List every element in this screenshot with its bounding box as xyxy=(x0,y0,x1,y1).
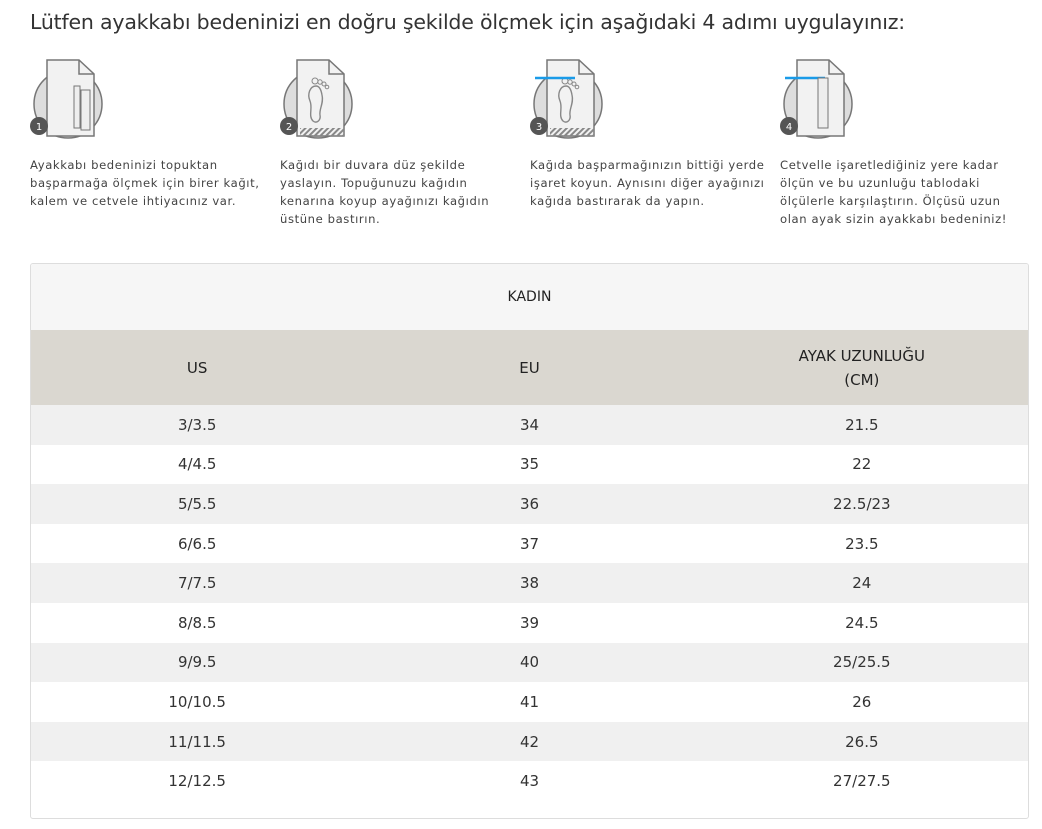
mark-toe-icon: 3 xyxy=(530,59,603,139)
cell-us: 12/12.5 xyxy=(168,772,226,791)
page-title: Lütfen ayakkabı bedeninizi en doğru şeki… xyxy=(30,10,905,34)
table-row: 8/8.5 39 24.5 xyxy=(31,603,1028,643)
svg-text:1: 1 xyxy=(36,122,42,133)
size-table: KADIN US EU AYAK UZUNLUĞU (CM) 3/3.5 34 21.… xyxy=(30,263,1029,819)
cell-eu: 34 xyxy=(519,415,540,434)
cell-us: 7/7.5 xyxy=(177,574,217,593)
cell-foot-length: 22 xyxy=(852,455,872,474)
cell-foot-length: 21.5 xyxy=(845,415,879,434)
table-row: 3/3.5 34 21.5 xyxy=(31,405,1028,445)
measure-ruler-icon: 4 xyxy=(780,59,853,139)
header-foot-length-label: AYAK UZUNLUĞU xyxy=(798,346,925,365)
step-text: Ayakkabı bedeninizi topuktan başparmağa … xyxy=(30,158,260,208)
cell-eu: 36 xyxy=(519,494,540,513)
table-row: 10/10.5 41 26 xyxy=(31,682,1028,722)
cell-us: 11/11.5 xyxy=(168,732,226,751)
cell-us: 3/3.5 xyxy=(177,415,217,434)
header-eu: EU xyxy=(519,358,540,377)
table-row: 11/11.5 42 26.5 xyxy=(31,721,1028,762)
table-row: 7/7.5 38 24 xyxy=(31,563,1028,603)
cell-eu: 40 xyxy=(519,653,540,672)
cell-foot-length: 25/25.5 xyxy=(833,653,891,672)
cell-eu: 42 xyxy=(519,732,540,751)
cell-us: 5/5.5 xyxy=(177,494,217,513)
step-2: 2 Kağıdı bir duvara düz şekilde yaslayın.… xyxy=(280,56,525,228)
step-text: Kağıda başparmağınızın bittiği yerde işa… xyxy=(530,158,765,208)
table-row: 12/12.5 43 27/27.5 xyxy=(31,761,1028,801)
cell-eu: 39 xyxy=(519,613,540,632)
svg-text:4: 4 xyxy=(786,122,792,133)
table-row: 5/5.5 36 22.5/23 xyxy=(31,484,1028,524)
cell-us: 10/10.5 xyxy=(168,692,226,711)
cell-eu: 43 xyxy=(519,772,540,791)
cell-eu: 37 xyxy=(519,534,540,553)
table-row: 4/4.5 35 22 xyxy=(31,445,1028,485)
svg-text:2: 2 xyxy=(286,122,292,133)
cell-foot-length: 23.5 xyxy=(845,534,879,553)
cell-us: 4/4.5 xyxy=(177,455,217,474)
cell-eu: 41 xyxy=(519,692,540,711)
svg-text:3: 3 xyxy=(536,122,542,133)
table-row: 6/6.5 37 23.5 xyxy=(31,524,1028,564)
step-4: 4 Cetvelle işaretlediğiniz yere kadar ölç… xyxy=(780,56,1025,228)
cell-foot-length: 26 xyxy=(852,692,872,711)
header-foot-length: AYAK UZUNLUĞU (CM) xyxy=(696,344,1028,392)
cell-us: 8/8.5 xyxy=(177,613,217,632)
cell-foot-length: 24 xyxy=(852,574,872,593)
step-3: 3 Kağıda başparmağınızın bittiği yerde iş… xyxy=(530,56,775,210)
cell-foot-length: 26.5 xyxy=(845,732,879,751)
cell-eu: 38 xyxy=(519,574,540,593)
step-text: Cetvelle işaretlediğiniz yere kadar ölçü… xyxy=(780,158,1008,226)
step-1: 1 Ayakkabı bedeninizi topuktan başparmağa… xyxy=(30,56,275,210)
table-row: 9/9.5 40 25/25.5 xyxy=(31,642,1028,683)
header-us: US xyxy=(186,358,208,377)
cell-foot-length: 22.5/23 xyxy=(833,494,891,513)
step-text: Kağıdı bir duvara düz şekilde yaslayın. … xyxy=(280,158,490,226)
cell-eu: 35 xyxy=(519,455,540,474)
cell-foot-length: 27/27.5 xyxy=(833,772,891,791)
cell-us: 9/9.5 xyxy=(177,653,217,672)
foot-on-paper-icon: 2 xyxy=(280,59,353,139)
paper-pencil-ruler-icon: 1 xyxy=(30,59,103,139)
cell-us: 6/6.5 xyxy=(177,534,217,553)
cell-foot-length: 24.5 xyxy=(845,613,879,632)
table-header: US EU AYAK UZUNLUĞU (CM) xyxy=(31,330,1028,405)
table-caption: KADIN xyxy=(31,264,1028,330)
header-unit: (CM) xyxy=(844,370,880,389)
